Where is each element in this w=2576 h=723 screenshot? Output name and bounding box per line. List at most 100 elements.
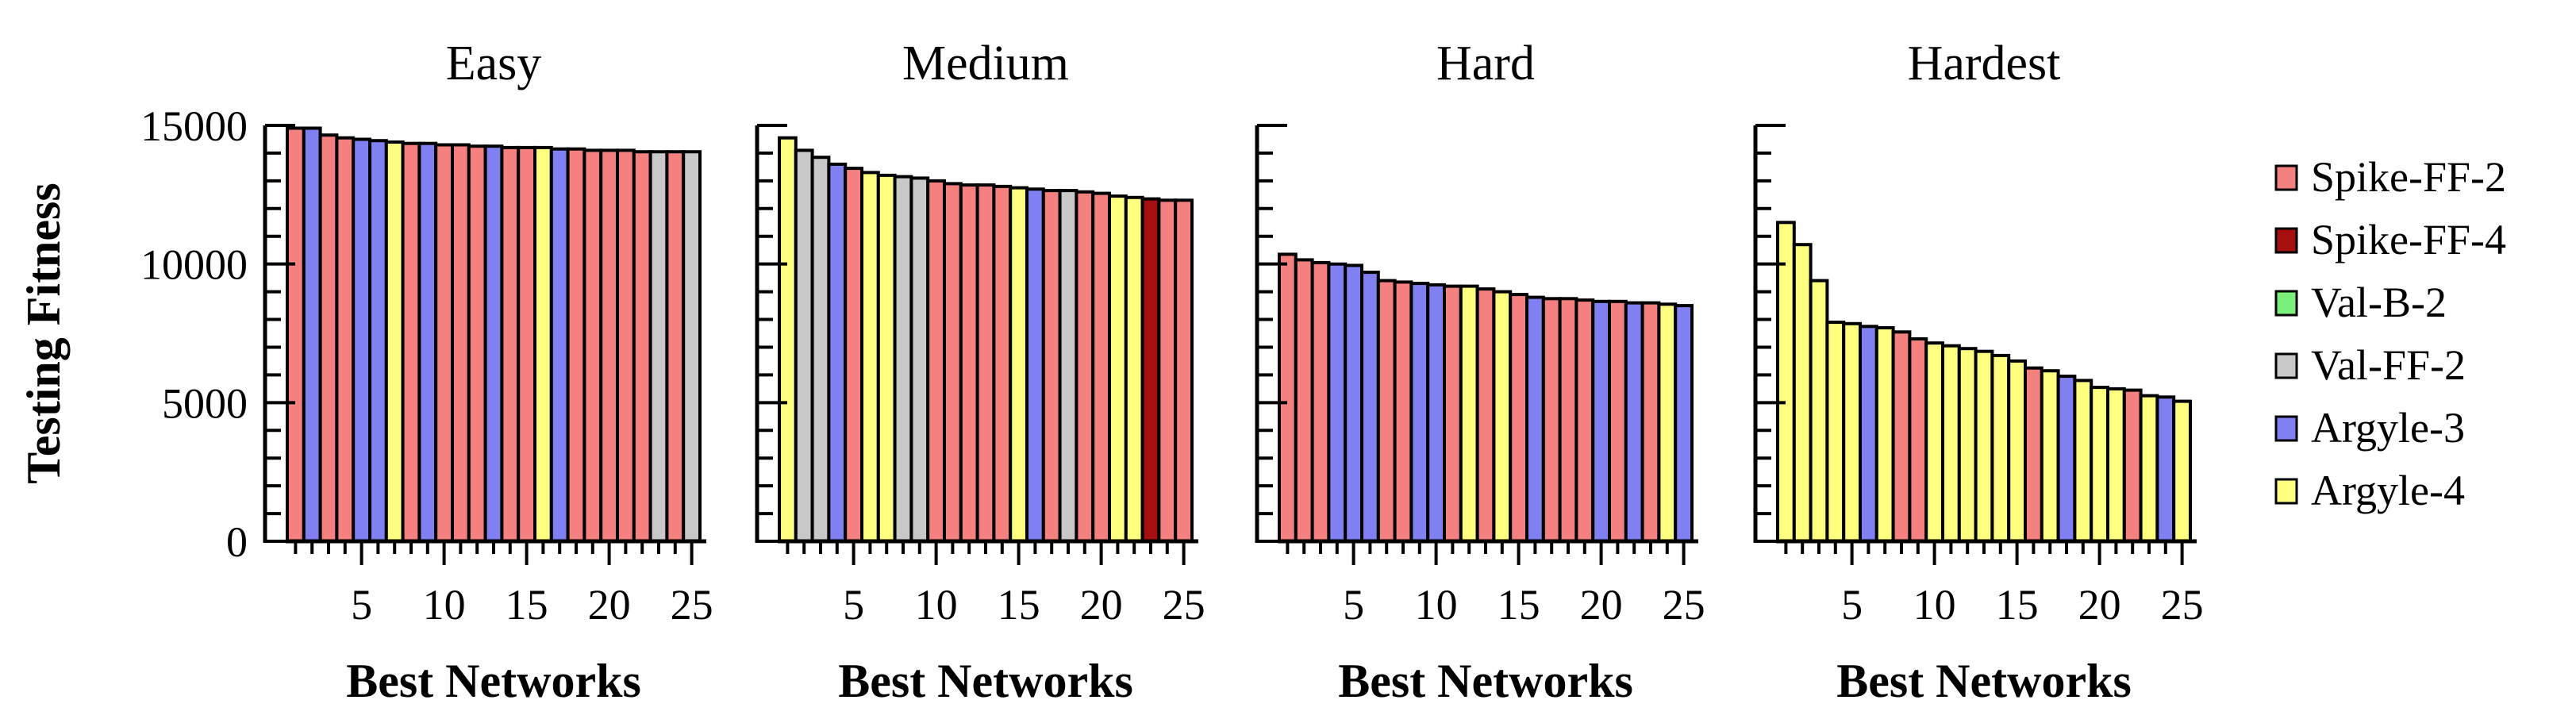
bar-hard-3 bbox=[1310, 260, 1331, 543]
bar-medium-17 bbox=[1041, 189, 1062, 543]
bar-hardest-19 bbox=[2073, 379, 2093, 543]
bar-hard-2 bbox=[1294, 258, 1314, 543]
legend-item: Val-B-2 bbox=[2274, 279, 2447, 326]
bar-medium-6 bbox=[860, 171, 880, 543]
bar-hard-23 bbox=[1640, 301, 1661, 543]
bar-easy-3 bbox=[318, 133, 339, 543]
legend-item: Val-FF-2 bbox=[2274, 341, 2466, 389]
bar-easy-4 bbox=[335, 136, 356, 543]
bar-easy-22 bbox=[632, 150, 652, 543]
bar-easy-13 bbox=[483, 144, 504, 543]
x-tick-label: 25 bbox=[671, 581, 713, 629]
bar-easy-12 bbox=[467, 144, 487, 543]
bar-easy-24 bbox=[665, 150, 686, 543]
x-tick-label: 10 bbox=[1913, 581, 1956, 629]
bar-easy-23 bbox=[648, 150, 669, 543]
y-tick-label: 0 bbox=[226, 518, 248, 566]
bar-medium-11 bbox=[943, 182, 963, 543]
bar-hardest-3 bbox=[1809, 279, 1829, 543]
bar-medium-15 bbox=[1009, 186, 1028, 543]
bar-easy-15 bbox=[517, 145, 537, 543]
legend-swatch bbox=[2274, 352, 2298, 379]
bar-medium-25 bbox=[1174, 198, 1194, 544]
bar-hardest-1 bbox=[1776, 221, 1796, 543]
legend-swatch bbox=[2274, 415, 2298, 442]
legend-label: Val-FF-2 bbox=[2311, 341, 2466, 389]
x-tick-label: 20 bbox=[1580, 581, 1623, 629]
x-axis-label: Best Networks bbox=[838, 655, 1133, 707]
y-axis-label: Testing Fitness bbox=[17, 183, 70, 484]
bar-hard-14 bbox=[1492, 290, 1513, 543]
y-tick-label: 10000 bbox=[140, 241, 248, 289]
bar-easy-16 bbox=[533, 145, 553, 543]
bar-hard-6 bbox=[1360, 271, 1380, 543]
bar-medium-5 bbox=[844, 167, 863, 543]
legend-swatch bbox=[2274, 290, 2298, 317]
bar-easy-1 bbox=[286, 126, 306, 543]
bar-hard-1 bbox=[1278, 252, 1298, 543]
bar-hard-5 bbox=[1344, 263, 1363, 543]
panel-title: Medium bbox=[902, 37, 1069, 90]
bar-hardest-15 bbox=[2007, 359, 2027, 543]
bar-medium-16 bbox=[1025, 187, 1045, 544]
bar-hardest-7 bbox=[1874, 326, 1895, 543]
x-tick-label: 20 bbox=[588, 581, 631, 629]
chart-panels: Easy 0 5000 10000 15000 5 10 15 20 25 Best Network… bbox=[140, 37, 2204, 707]
bar-medium-4 bbox=[827, 162, 848, 543]
bar-hardest-12 bbox=[1957, 347, 1978, 544]
panel-title: Hardest bbox=[1908, 37, 2061, 90]
bar-hardest-16 bbox=[2024, 366, 2043, 544]
bar-hardest-10 bbox=[1924, 341, 1944, 544]
bar-hardest-25 bbox=[2172, 399, 2192, 543]
legend-item: Argyle-4 bbox=[2274, 467, 2465, 514]
x-tick-label: 25 bbox=[1163, 581, 1205, 629]
x-tick-label: 5 bbox=[1841, 581, 1863, 629]
bar-hard-21 bbox=[1608, 299, 1628, 543]
bar-medium-2 bbox=[794, 148, 814, 543]
bar-easy-19 bbox=[582, 148, 603, 543]
bar-hard-11 bbox=[1443, 284, 1463, 543]
bar-medium-18 bbox=[1058, 189, 1078, 543]
legend: Spike-FF-2 Spike-FF-4 Val-B-2 Val-FF-2 Argyl… bbox=[2274, 153, 2506, 514]
bar-easy-25 bbox=[682, 150, 702, 543]
x-tick-label: 25 bbox=[2161, 581, 2204, 629]
panel-medium: Medium 5 10 15 20 25 Best Networks bbox=[755, 37, 1205, 707]
bar-medium-10 bbox=[926, 179, 946, 543]
panel-title: Hard bbox=[1436, 37, 1535, 90]
bar-easy-17 bbox=[549, 147, 570, 543]
bar-hard-12 bbox=[1459, 284, 1479, 543]
x-tick-label: 20 bbox=[1080, 581, 1123, 629]
bar-easy-18 bbox=[566, 147, 586, 543]
bar-hardest-13 bbox=[1974, 349, 1994, 544]
legend-label: Val-B-2 bbox=[2311, 279, 2447, 326]
bar-medium-13 bbox=[975, 183, 996, 543]
bar-easy-10 bbox=[434, 143, 455, 543]
bar-hardest-11 bbox=[1941, 344, 1961, 544]
bar-hard-13 bbox=[1475, 287, 1496, 543]
bar-hard-24 bbox=[1657, 302, 1678, 543]
panel-hard: Hard 5 10 15 20 25 Best Networks bbox=[1255, 37, 1705, 707]
bar-hardest-9 bbox=[1908, 337, 1928, 543]
bar-easy-6 bbox=[368, 139, 388, 543]
panel-hardest: Hardest 5 10 15 20 25 Best Networks bbox=[1753, 37, 2204, 707]
bar-easy-8 bbox=[401, 141, 421, 543]
bar-hardest-20 bbox=[2090, 386, 2109, 543]
panel-easy: Easy 0 5000 10000 15000 5 10 15 20 25 Best Network… bbox=[140, 37, 713, 707]
bar-hard-15 bbox=[1509, 293, 1528, 543]
bar-easy-11 bbox=[451, 143, 471, 543]
bar-hardest-24 bbox=[2155, 395, 2176, 543]
bar-hardest-8 bbox=[1891, 330, 1912, 543]
x-axis-label: Best Networks bbox=[1836, 655, 2132, 707]
legend-label: Spike-FF-2 bbox=[2311, 153, 2506, 201]
x-tick-label: 10 bbox=[915, 581, 958, 629]
bar-medium-9 bbox=[909, 176, 930, 543]
x-tick-label: 20 bbox=[2078, 581, 2121, 629]
bar-hard-16 bbox=[1525, 295, 1545, 543]
legend-item: Argyle-3 bbox=[2274, 404, 2465, 452]
bar-medium-7 bbox=[876, 173, 897, 543]
bar-hardest-2 bbox=[1792, 243, 1813, 543]
panel-title: Easy bbox=[446, 37, 542, 90]
bar-easy-20 bbox=[599, 148, 620, 543]
bar-medium-20 bbox=[1091, 191, 1111, 543]
